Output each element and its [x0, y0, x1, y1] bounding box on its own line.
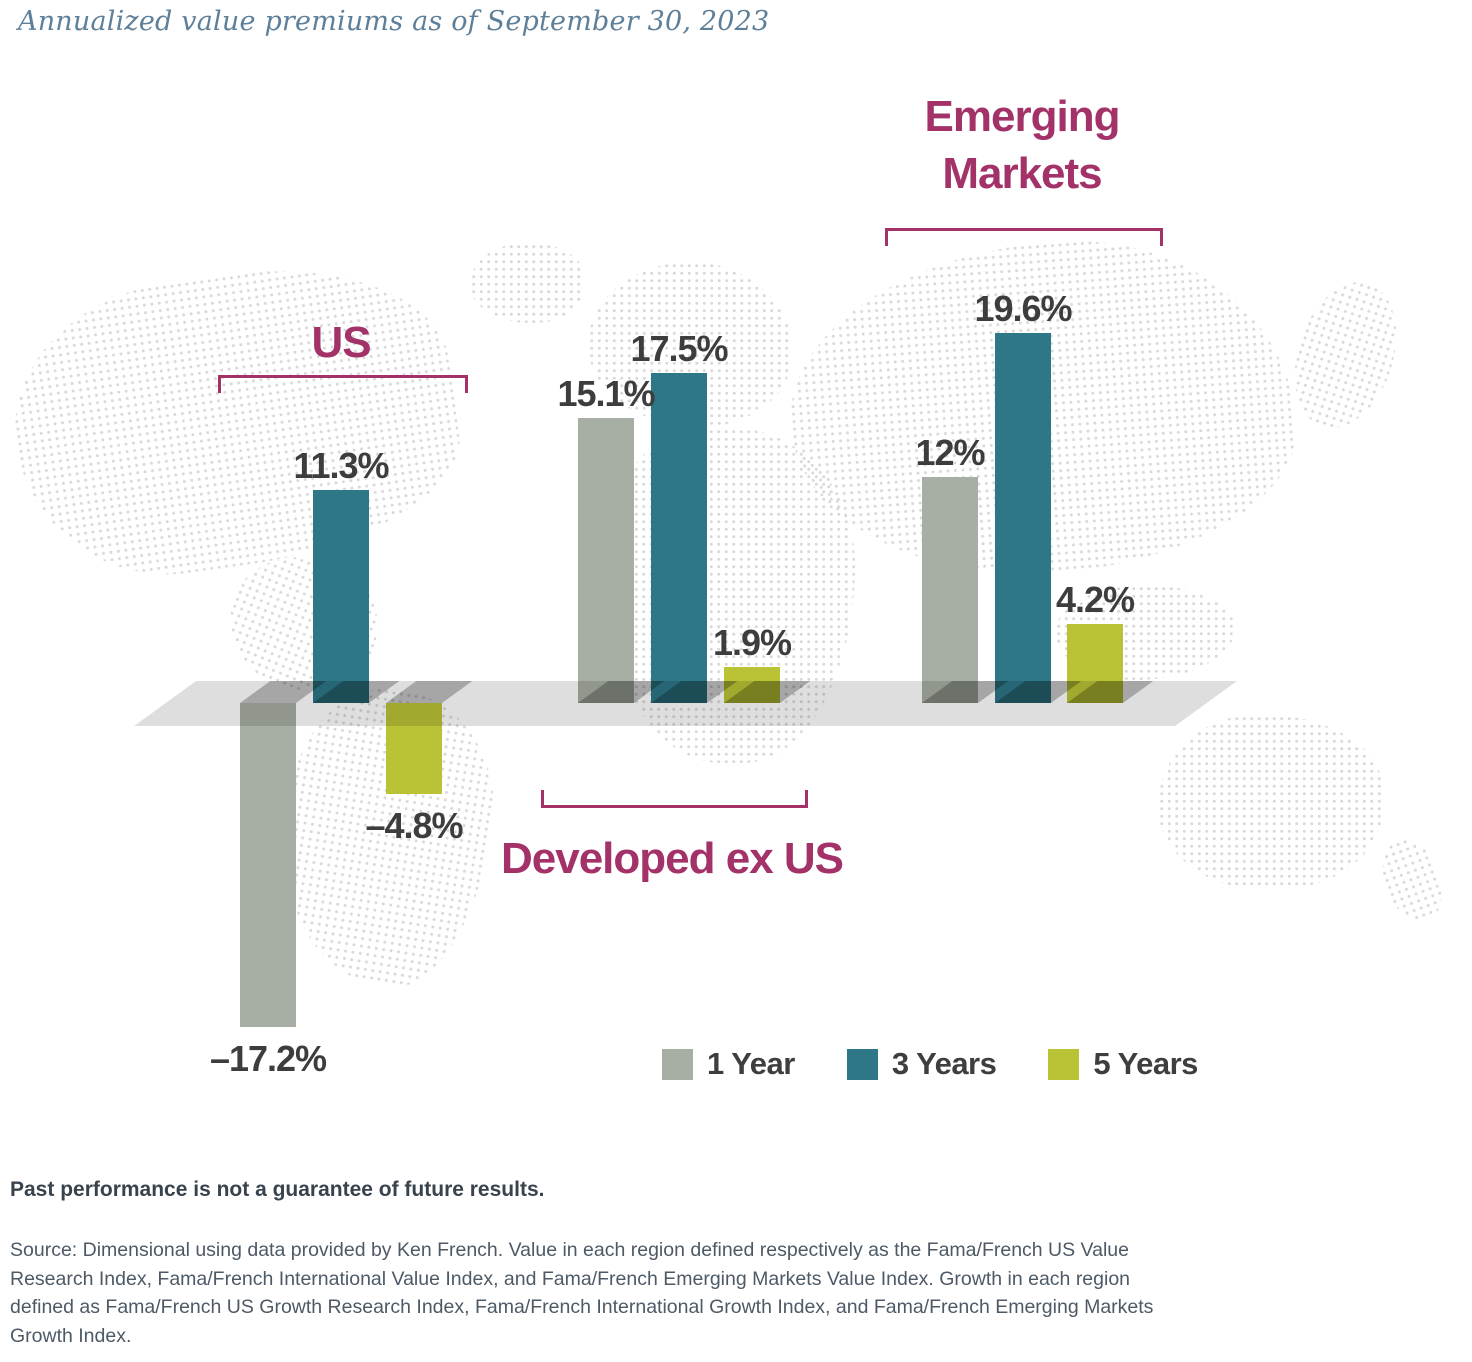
bar-us-5-years	[386, 703, 442, 794]
value-label-developed-ex-us-5-years: 1.9%	[712, 622, 792, 664]
legend-label: 1 Year	[707, 1046, 795, 1081]
bar-us-3-years	[313, 489, 369, 703]
bar-developed-ex-us-3-years	[651, 373, 707, 703]
bar-emerging-markets-5-years	[1067, 623, 1123, 703]
legend-item-1-year: 1 Year	[662, 1046, 795, 1082]
legend-swatch-3-years	[846, 1048, 878, 1080]
source-note: Source: Dimensional using data provided …	[10, 1236, 1465, 1350]
legend-item-5-years: 5 Years	[1048, 1046, 1198, 1082]
baseline-floor-plane	[134, 681, 1237, 726]
source-line: Research Index, Fama/French Internationa…	[10, 1267, 1131, 1290]
value-label-developed-ex-us-1-year: 15.1%	[557, 373, 655, 415]
legend-item-3-years: 3 Years	[846, 1046, 997, 1082]
value-label-us-3-years: 11.3%	[293, 444, 389, 486]
legend-label: 3 Years	[891, 1046, 997, 1081]
chart-title: Annualized value premiums as of Septembe…	[18, 6, 770, 37]
value-label-emerging-markets-3-years: 19.6%	[974, 288, 1072, 330]
bar-us-1-year	[240, 703, 296, 1028]
source-line: Growth Index.	[10, 1324, 132, 1347]
value-label-emerging-markets-1-year: 12%	[915, 431, 985, 473]
world-map-dots-new-zealand	[1372, 831, 1453, 930]
world-map-dots-australia	[1158, 715, 1383, 890]
developed-ex-us-bracket	[541, 790, 808, 808]
source-line: Source: Dimensional using data provided …	[10, 1239, 1129, 1261]
legend-label: 5 Years	[1093, 1046, 1198, 1081]
group-label-developed-ex-us: Developed ex US	[500, 834, 844, 883]
legend-swatch-5-years	[1048, 1048, 1080, 1080]
value-premiums-chart: US Developed ex US Emerging Markets 1 Ye…	[0, 92, 1453, 1082]
world-map-dots-japan	[1277, 268, 1414, 442]
value-label-developed-ex-us-3-years: 17.5%	[630, 328, 728, 369]
value-label-us-1-year: –17.2%	[209, 1038, 327, 1080]
emerging-markets-bracket	[885, 228, 1163, 246]
bar-emerging-markets-3-years	[995, 333, 1051, 703]
past-performance-disclaimer: Past performance is not a guarantee of f…	[10, 1178, 545, 1201]
bar-emerging-markets-1-year	[922, 476, 978, 703]
bar-developed-ex-us-5-years	[724, 667, 780, 703]
us-bracket	[218, 375, 468, 393]
world-map-dots-north-america	[0, 245, 474, 595]
value-label-us-5-years: –4.8%	[365, 804, 463, 846]
legend-swatch-1-year	[662, 1048, 693, 1080]
value-label-emerging-markets-5-years: 4.2%	[1055, 578, 1135, 620]
world-map-dots-greenland	[470, 243, 585, 323]
group-label-emerging-markets: Emerging Markets	[924, 92, 1121, 198]
bar-developed-ex-us-1-year	[578, 418, 634, 703]
group-label-us: US	[311, 318, 371, 367]
chart-legend: 1 Year 3 Years 5 Years	[662, 1046, 1198, 1082]
source-line: defined as Fama/French US Growth Researc…	[10, 1296, 1154, 1318]
